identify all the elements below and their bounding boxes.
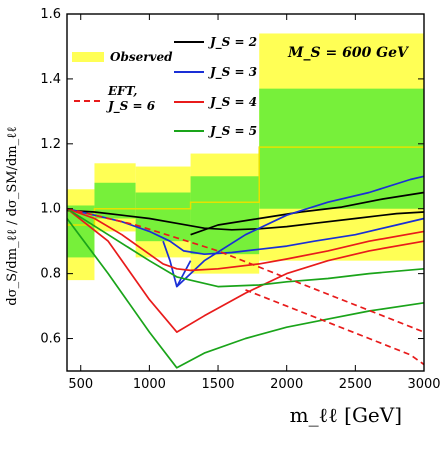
y-tick-label-1.4: 1.4 — [40, 72, 61, 87]
mass-annotation: M_S = 600 GeV — [287, 45, 410, 61]
series-line-j2-0 — [66, 209, 425, 231]
plot-frame — [66, 13, 425, 372]
series-lines — [66, 175, 425, 369]
legend-label-j5: J_S = 5 — [208, 124, 257, 139]
series-line-j4-5 — [66, 207, 425, 272]
observed-inner-band-3 — [190, 176, 260, 255]
x-axis-label: m_ℓℓ [GeV] — [290, 403, 402, 427]
legend: Observed EFT,J_S = 6 J_S = 2 J_S = 3 J_S = 4… — [72, 35, 257, 139]
y-axis-label: dσ_S/dm_ℓℓ / dσ_SM/dm_ℓℓ — [5, 126, 20, 305]
legend-label-j4: J_S = 4 — [208, 95, 257, 110]
observed-inner-band-2 — [135, 192, 191, 242]
y-tick-label-1: 1.0 — [40, 202, 61, 217]
series-line-j2-1 — [190, 191, 425, 236]
y-tick-label-1.2: 1.2 — [40, 137, 61, 152]
series-line-j3-4 — [176, 175, 425, 288]
legend-label-observed: Observed — [110, 50, 173, 64]
x-tick-label-2000: 2000 — [270, 377, 303, 392]
observed-central-line — [67, 146, 424, 226]
legend-label-j3: J_S = 3 — [208, 65, 257, 80]
axis-ticks: 500 1000 1500 2000 2500 3000 0.6 0.8 1.0 1.2 1.4 1.… — [40, 7, 440, 392]
series-line-j4-6 — [66, 208, 425, 333]
x-tick-label-2500: 2500 — [339, 377, 372, 392]
series-line-j5-8 — [66, 217, 425, 369]
legend-swatch-observed — [72, 52, 104, 62]
series-line-eft-10 — [245, 289, 425, 366]
legend-label-j2: J_S = 2 — [208, 35, 257, 50]
y-tick-label-0.8: 0.8 — [40, 267, 61, 282]
series-line-j5-7 — [66, 207, 425, 288]
legend-label-eft-line2: J_S = 6 — [106, 99, 156, 114]
x-tick-label-1500: 1500 — [201, 377, 234, 392]
y-tick-label-0.6: 0.6 — [40, 332, 61, 347]
y-tick-label-1.6: 1.6 — [40, 7, 61, 22]
series-line-eft-9 — [66, 207, 425, 333]
x-tick-label-1000: 1000 — [133, 377, 166, 392]
legend-label-eft-line1: EFT, — [107, 84, 137, 98]
x-tick-label-3000: 3000 — [407, 377, 440, 392]
x-tick-label-500: 500 — [68, 377, 93, 392]
observed-inner-band-4 — [259, 88, 424, 209]
